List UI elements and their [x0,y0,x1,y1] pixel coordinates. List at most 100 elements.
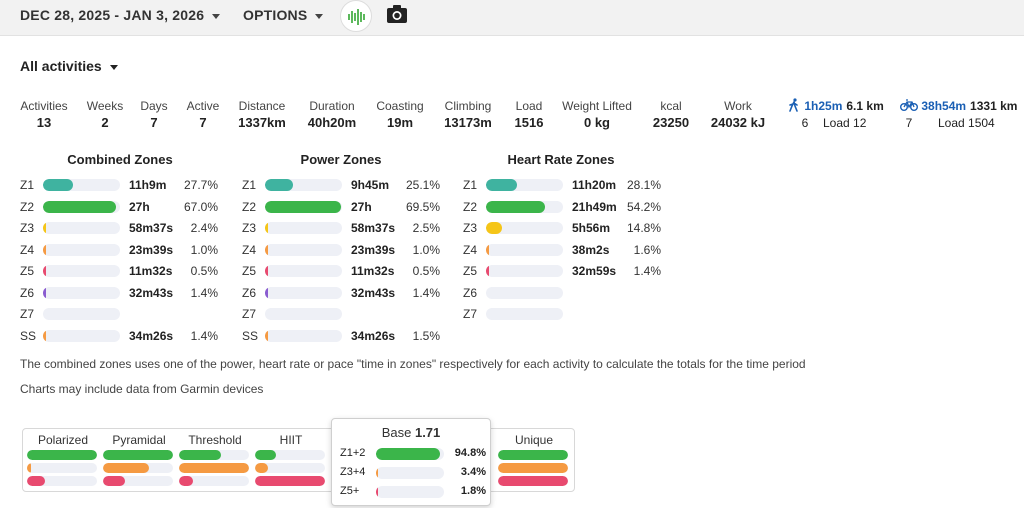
polarization-bar-fill [103,463,149,473]
stat-load: Load 1516 [489,99,569,130]
tooltip-bar-fill [376,448,440,460]
bike-distance: 1331 km [970,99,1018,113]
zone-percent: 67.0% [183,199,218,214]
zone-bar-fill [43,179,73,191]
zone-label: Z3 [20,221,35,235]
polarization-bar-fill [179,476,193,486]
zone-bar [265,265,342,277]
zone-bar [43,329,120,342]
bike-time: 38h54m [921,99,967,113]
zone-percent: 0.5% [190,264,218,278]
stat-active: Active 7 [163,99,243,130]
polarization-bar [27,463,97,473]
walk-icon [789,98,798,112]
zone-percent: 54.2% [626,199,661,214]
zone-label: Z1 [20,178,35,192]
stat-weeks: Weeks 2 [65,99,145,130]
activity-filter-dropdown[interactable]: All activities [20,58,118,74]
zone-bar [486,179,563,191]
stat-label: Coasting [376,99,424,113]
tooltip-row-label: Z3+4 [340,466,366,478]
activity-type-bike[interactable]: 38h54m 1331 km 7 Load 1504 [900,98,1017,130]
zone-percent: 28.1% [626,178,661,192]
activity-type-walk[interactable]: 1h25m 6.1 km 6 Load 12 [787,98,884,130]
zone-bar [43,308,120,320]
stat-value: 40h20m [307,115,357,130]
polarization-column-hiit[interactable]: HIIT [255,433,327,486]
options-dropdown[interactable]: OPTIONS [243,7,324,23]
polarization-label: Threshold [188,433,242,447]
zone-row-z2: Z2 21h49m 54.2% [463,199,663,215]
zone-label: Z4 [242,242,257,257]
zone-row-z3: Z3 58m37s 2.4% [20,220,220,236]
date-range-dropdown[interactable]: DEC 28, 2025 - JAN 3, 2026 [20,7,221,23]
polarization-bar-fill [498,463,568,473]
zone-label: Z2 [20,199,35,214]
zone-label: Z3 [463,221,478,235]
zone-time: 9h45m [351,178,390,192]
polarization-bar [103,450,173,460]
stat-label: Activities [20,99,68,113]
zone-bar-fill [265,286,268,299]
zone-percent: 1.4% [633,264,661,278]
stat-value: 2 [101,115,109,130]
walk-load: Load 12 [823,116,867,130]
stat-label: Active [186,99,220,113]
zone-row-z5: Z5 11m32s 0.5% [20,263,220,279]
zone-row-z7: Z7 [463,306,663,322]
zone-bar-fill [43,286,46,299]
tooltip-bar [376,486,444,498]
zone-bar [486,222,563,234]
camera-icon[interactable] [386,3,408,25]
zone-bar [43,265,120,277]
tooltip-row-value: 94.8% [454,447,486,459]
polarization-column-polarized[interactable]: Polarized [27,433,99,486]
zone-bar [265,308,342,320]
zone-label: Z7 [242,307,257,321]
zone-time: 11h20m [572,178,617,192]
polarization-tooltip: Base 1.71 Z1+2 94.8% Z3+4 3.4% Z5+ 1.8% [331,418,491,506]
zone-row-z1: Z1 9h45m 25.1% [242,177,442,193]
polarization-bar-fill [255,476,325,486]
zone-row-z4: Z4 38m2s 1.6% [463,242,663,258]
polarization-column-unique[interactable]: Unique [498,433,570,486]
polarization-label: Polarized [37,433,89,447]
polarization-bar [179,463,249,473]
zone-label: Z7 [20,307,35,321]
stat-label: Weeks [86,99,124,113]
tooltip-bar-fill [376,467,378,479]
stat-duration: Duration 40h20m [292,99,372,130]
polarization-bar-fill [255,450,276,460]
zone-table-title: Power Zones [300,152,382,167]
zone-row-z2: Z2 27h 69.5% [242,199,442,215]
polarization-column-threshold[interactable]: Threshold [179,433,251,486]
polarization-column-pyramidal[interactable]: Pyramidal [103,433,175,486]
zone-percent: 27.7% [183,178,218,192]
zone-label: Z5 [463,264,478,278]
zone-row-z4: Z4 23m39s 1.0% [242,242,442,258]
zone-time: 23m39s [351,242,396,257]
polarization-bar-fill [179,450,221,460]
zone-bar [265,329,342,342]
stat-label: kcal [660,99,682,113]
zone-row-ss: SS 34m26s 1.4% [20,328,220,344]
zone-bar [43,222,120,234]
zone-bar-fill [43,222,46,234]
stat-value: 23250 [652,115,690,130]
zone-table-title: Combined Zones [67,152,173,167]
zone-percent: 1.0% [412,242,440,257]
tooltip-header: Base 1.71 [332,425,490,440]
zone-row-z5: Z5 11m32s 0.5% [242,263,442,279]
zone-row-z2: Z2 27h 67.0% [20,199,220,215]
polarization-bar [27,476,97,486]
combined-zones-note: The combined zones uses one of the power… [20,357,806,371]
zone-label: Z2 [242,199,257,214]
stat-label: Days [140,99,168,113]
activity-filter-label: All activities [20,58,102,74]
walk-count: 6 [801,116,809,130]
zone-row-z3: Z3 58m37s 2.5% [242,220,442,236]
zone-bar [43,286,120,299]
zone-bar [43,179,120,191]
waveform-button[interactable] [340,0,372,32]
zone-row-z5: Z5 32m59s 1.4% [463,263,663,279]
